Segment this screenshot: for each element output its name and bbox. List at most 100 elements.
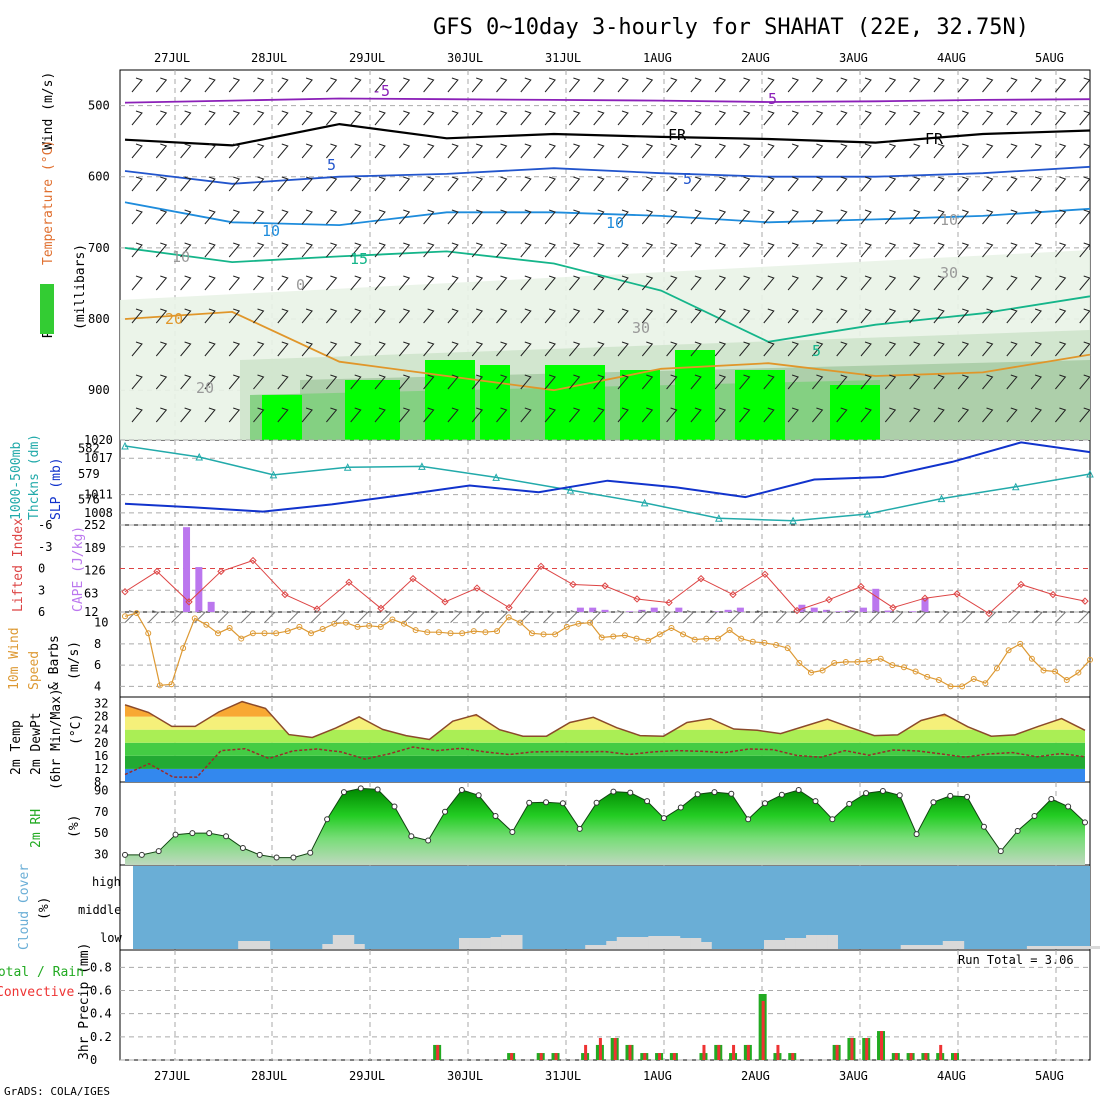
wind-barb-upper: [763, 209, 775, 225]
day-label-bottom: 4AUG: [937, 1069, 966, 1083]
wind-barb-upper: [617, 242, 629, 258]
wind-barb-upper: [447, 341, 459, 357]
wind-barb-upper: [933, 242, 945, 258]
low-cloud-bar: [606, 941, 618, 949]
wind-barb-upper: [326, 176, 338, 192]
wind-barb-upper: [884, 176, 897, 192]
wind-barb-upper: [471, 308, 484, 324]
day-label-top: 29JUL: [349, 51, 385, 65]
wind-barb-upper: [860, 110, 872, 126]
wind-barb-upper: [423, 374, 435, 390]
wind-barb-upper: [350, 242, 362, 258]
wind-barb-upper: [496, 308, 508, 324]
thickness-marker: [715, 514, 723, 522]
wind-barb-upper: [690, 77, 702, 93]
cape-bar: [183, 527, 191, 612]
wind-barb-upper: [982, 77, 994, 93]
wind-barb-upper: [812, 176, 824, 192]
wind-tick-label: 6: [94, 658, 101, 672]
wind-barb-upper: [787, 308, 799, 324]
wind-barb-upper: [1079, 242, 1091, 258]
wind-barb-upper: [690, 209, 702, 225]
temp-band: [125, 768, 1085, 782]
precip-convective-bar: [702, 1044, 706, 1060]
isotherm-contour-label: 20: [165, 310, 183, 328]
wind-barb-upper: [763, 176, 775, 192]
wind-barb-upper: [836, 77, 848, 93]
temperature-axis-label: Temperature (°C): [41, 140, 56, 265]
precip-tick-label: 0.6: [90, 984, 112, 998]
wind-barb-upper: [326, 308, 338, 324]
low-cloud-bar: [595, 945, 607, 949]
wind-barb-upper: [957, 209, 970, 225]
wind-barb-upper: [957, 77, 970, 93]
wind-barb-upper: [1006, 143, 1018, 159]
cape-tick-label: 12: [84, 605, 98, 619]
wind-barb-10m: [496, 610, 508, 623]
wind-barb-upper: [180, 242, 192, 258]
wind10-marker: [528, 630, 535, 637]
wind-barb-upper: [593, 374, 605, 390]
wind-barb-upper: [374, 242, 386, 258]
wind-barb-upper: [520, 209, 532, 225]
rh2m-marker: [1082, 819, 1088, 826]
rh2m-marker: [896, 792, 903, 799]
wind-barb-upper: [690, 143, 702, 159]
cape-bar: [195, 567, 203, 612]
wind-barb-upper: [423, 110, 435, 126]
wind-barb-upper: [374, 176, 386, 192]
wind-barb-upper: [593, 77, 605, 93]
wind-barb-upper: [909, 176, 921, 192]
wind10-marker: [575, 620, 582, 627]
wind-barb-upper: [909, 77, 921, 93]
wind-barb-upper: [544, 275, 556, 291]
low-cloud-bar: [900, 945, 912, 949]
wind-barb-upper: [131, 143, 143, 159]
wind-barb-upper: [423, 308, 435, 324]
cape-bar: [601, 609, 609, 612]
wind-barb-upper: [398, 275, 411, 291]
isotherm-contour-label: 10: [172, 248, 190, 266]
wind-barb-upper: [398, 341, 411, 357]
wind-barb-upper: [982, 341, 994, 357]
wind-barb-upper: [1055, 143, 1067, 159]
isotherm-contour-label: FR: [925, 130, 944, 148]
rh2m-marker: [357, 785, 364, 792]
day-label-bottom: 5AUG: [1035, 1069, 1064, 1083]
wind-barb-upper: [739, 176, 751, 192]
wind-barb-upper: [131, 209, 143, 225]
precip-convective-bar: [746, 1044, 750, 1060]
wind-barb-upper: [569, 374, 581, 390]
wind-barb-upper: [739, 374, 751, 390]
lifted-index-marker: [377, 604, 385, 613]
wind-barb-upper: [593, 110, 605, 126]
wind-barb-upper: [569, 407, 581, 423]
wind-barb-upper: [1079, 308, 1091, 324]
thickness-marker: [789, 516, 797, 525]
lifted-index-marker: [441, 598, 449, 606]
wind-barb-upper: [957, 242, 970, 258]
cape-axis-label: CAPE (J/kg): [71, 526, 86, 612]
wind-barb-upper: [787, 242, 799, 258]
rh2m-marker: [340, 789, 347, 796]
day-label-top: 30JUL: [447, 51, 483, 65]
wind-barb-upper: [471, 209, 484, 225]
wind-barb-upper: [763, 341, 775, 357]
wind-barb-upper: [836, 308, 848, 324]
thickness-axis-label-1: 1000-500mb: [9, 442, 24, 520]
isotherm-contour-label: 20: [196, 379, 214, 397]
wind-barb-upper: [690, 275, 702, 291]
wind-barb-upper: [739, 407, 751, 423]
wind-barb-upper: [933, 77, 945, 93]
wind-barb-upper: [326, 143, 338, 159]
wind-barb-upper: [933, 176, 945, 192]
lifted-index-marker: [697, 574, 705, 583]
wind-barb-upper: [155, 407, 168, 423]
wind10-marker: [482, 629, 489, 636]
rh2m-line: [125, 787, 1086, 859]
wind-barb-upper: [812, 407, 824, 423]
wind-barb-upper: [787, 209, 799, 225]
wind-barb-10m: [961, 610, 974, 623]
wind10-marker: [970, 675, 977, 682]
wind-barb-upper: [496, 275, 508, 291]
